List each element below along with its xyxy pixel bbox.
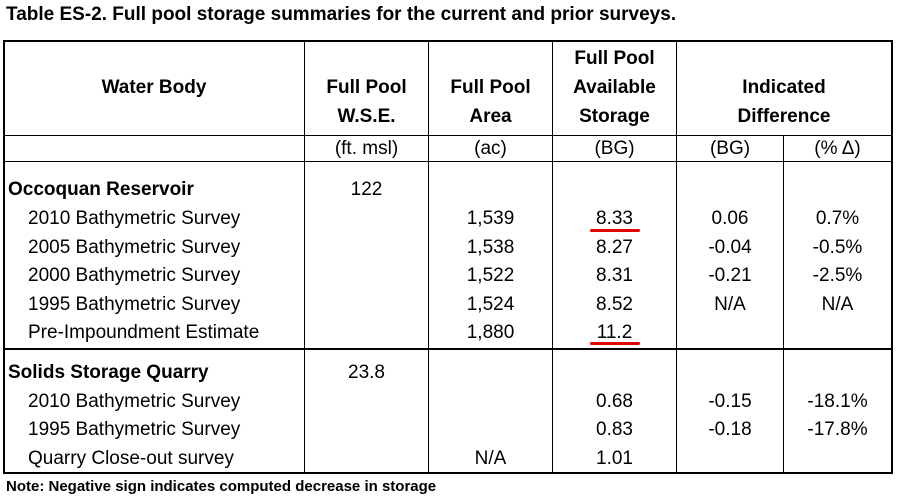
red-underline <box>590 229 640 232</box>
row-diff-pct: -0.5% <box>812 237 863 258</box>
row-area: 1,524 <box>466 294 515 315</box>
row-storage: 0.83 <box>596 419 633 440</box>
row-storage: 8.27 <box>596 237 633 258</box>
row-label: Quarry Close-out survey <box>28 448 234 469</box>
unit-area: (ac) <box>474 138 507 159</box>
unit-diff-bg: (BG) <box>709 138 751 159</box>
unit-wse: (ft. msl) <box>334 138 399 159</box>
section-wse-quarry: 23.8 <box>348 362 385 383</box>
unit-storage: (BG) <box>594 138 635 159</box>
row-storage: 0.68 <box>596 391 633 412</box>
row-label: Pre-Impoundment Estimate <box>28 322 260 343</box>
row-storage: 11.2 <box>596 322 633 343</box>
row-area: 1,880 <box>466 322 515 343</box>
row-diff-bg: -0.04 <box>708 237 752 258</box>
header-wse: Full Pool W.S.E. <box>326 77 407 127</box>
red-underline <box>590 342 640 345</box>
header-water-body: Water Body <box>101 77 207 98</box>
row-label: 1995 Bathymetric Survey <box>28 419 241 440</box>
row-diff-pct: -18.1% <box>807 391 868 412</box>
section-wse-occoquan: 122 <box>350 179 383 200</box>
header-storage: Full Pool Available Storage <box>573 48 656 127</box>
row-label: 1995 Bathymetric Survey <box>28 294 241 315</box>
header-area: Full Pool Area <box>450 77 531 127</box>
row-area: 1,539 <box>466 208 515 229</box>
row-diff-pct: N/A <box>821 294 854 315</box>
row-diff-bg: 0.06 <box>711 208 749 229</box>
row-diff-pct: -17.8% <box>807 419 868 440</box>
row-area: 1,538 <box>466 237 515 258</box>
row-area: 1,522 <box>466 265 515 286</box>
row-storage: 1.01 <box>596 448 633 469</box>
row-storage: 8.52 <box>596 294 633 315</box>
row-label: 2010 Bathymetric Survey <box>28 391 241 412</box>
row-diff-bg: -0.21 <box>708 265 752 286</box>
row-label: 2000 Bathymetric Survey <box>28 265 241 286</box>
row-storage: 8.31 <box>596 265 633 286</box>
row-diff-bg: N/A <box>714 294 746 315</box>
row-diff-pct: -2.5% <box>812 265 863 286</box>
row-label: 2010 Bathymetric Survey <box>28 208 241 229</box>
row-label: 2005 Bathymetric Survey <box>28 237 241 258</box>
header-difference: Indicated Difference <box>737 77 831 127</box>
table-title: Table ES-2. Full pool storage summaries … <box>6 4 677 25</box>
row-storage: 8.33 <box>596 208 633 229</box>
table-note: Note: Negative sign indicates computed d… <box>6 478 437 495</box>
section-title-quarry: Solids Storage Quarry <box>8 362 209 383</box>
row-diff-bg: -0.15 <box>708 391 752 412</box>
row-diff-pct: 0.7% <box>815 208 860 229</box>
unit-diff-pct: (% Δ) <box>814 138 861 159</box>
row-area: N/A <box>474 448 507 469</box>
section-title-occoquan: Occoquan Reservoir <box>8 179 194 200</box>
row-diff-bg: -0.18 <box>708 419 752 440</box>
